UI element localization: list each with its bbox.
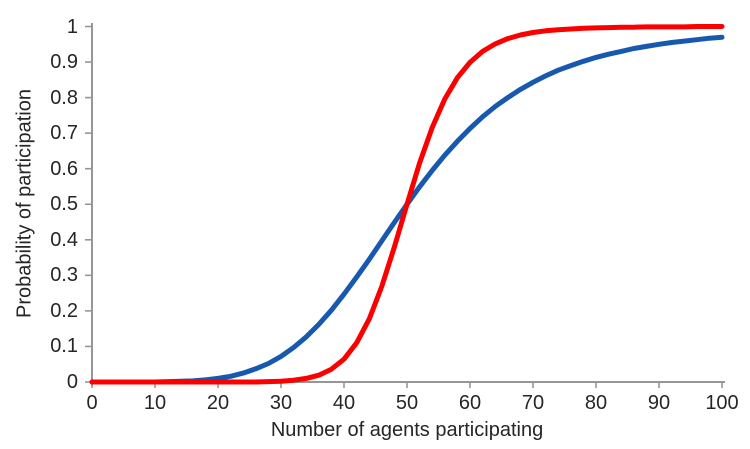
- curve-red: [89, 24, 725, 385]
- x-tick-label: 20: [206, 392, 230, 414]
- x-tick-label: 80: [584, 392, 608, 414]
- y-tick-label: 0.5: [50, 193, 78, 216]
- x-axis-title: Number of agents participating: [270, 419, 544, 441]
- y-tick-label: 0.1: [50, 335, 78, 358]
- x-tick-label: 50: [395, 392, 419, 414]
- y-tick-label: 1: [66, 15, 78, 38]
- y-tick-label: 0.3: [50, 264, 78, 287]
- x-tick-label: 30: [269, 392, 293, 414]
- x-tick-label: 100: [705, 392, 739, 414]
- y-axis-title: Probability of participation: [13, 89, 36, 319]
- y-tick-label: 0.8: [50, 86, 78, 109]
- x-tick-label: 40: [332, 392, 356, 414]
- y-tick-label: 0.4: [50, 228, 78, 251]
- y-tick-label: 0.7: [50, 122, 78, 145]
- x-tick-label: 90: [647, 392, 671, 414]
- x-tick-label: 60: [458, 392, 482, 414]
- y-tick-label: 0.9: [50, 51, 78, 74]
- x-tick-label: 0: [86, 392, 98, 414]
- y-tick-label: 0.2: [50, 299, 78, 322]
- y-tick-label: 0: [66, 371, 78, 393]
- x-tick-label: 10: [143, 392, 167, 414]
- y-tick-label: 0.6: [50, 157, 78, 180]
- x-tick-label: 70: [521, 392, 545, 414]
